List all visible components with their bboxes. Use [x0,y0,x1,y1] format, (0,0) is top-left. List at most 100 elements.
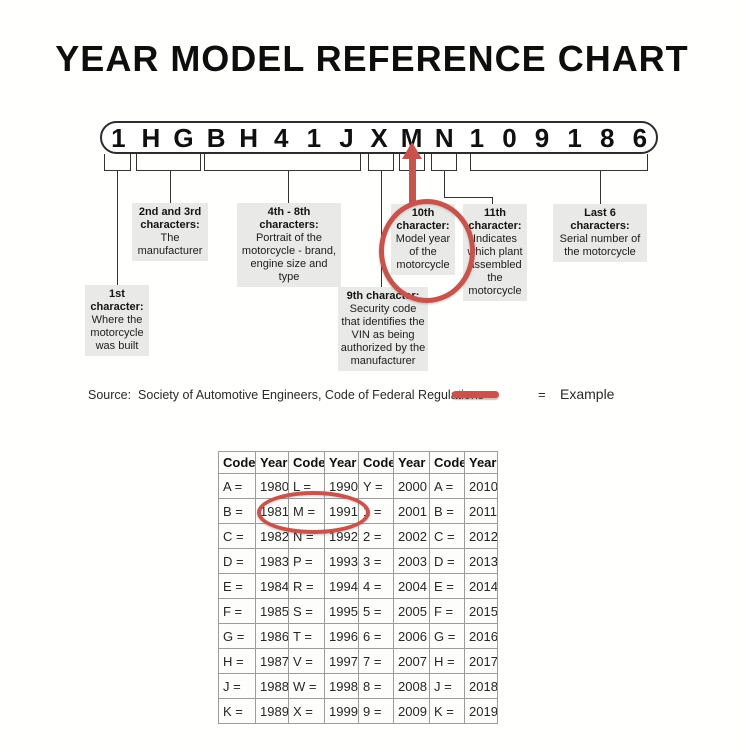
callout-heading: Last 6 characters: [570,207,630,232]
callout-body: Indicates which plant assembled the moto… [467,233,523,297]
vin-character: G [173,122,194,153]
example-circle-table-annotation [257,491,370,534]
legend-example-label: Example [560,386,615,402]
table-cell: 2016 [464,623,498,649]
callout-body: Security code that identifies the VIN as… [340,303,426,367]
table-cell: 1983 [255,548,289,574]
vin-character: H [239,122,259,153]
table-cell: V = [288,648,325,674]
table-cell: Y = [358,473,394,499]
connector-line [444,197,493,198]
table-cell: 1998 [324,673,359,699]
table-cell: F = [429,598,465,624]
table-cell: 1987 [255,648,289,674]
table-row: K = 1989 X = 1999 9 = 2009 K = 2019 [218,698,498,724]
table-cell: 9 = [358,698,394,724]
vin-character: 4 [274,122,289,153]
bracket-char-11 [431,154,457,171]
table-cell: E = [218,573,256,599]
table-cell: A = [218,473,256,499]
callout-heading: 4th - 8th characters: [259,206,319,231]
table-cell: S = [288,598,325,624]
table-cell: P = [288,548,325,574]
table-row: A = 1980 L = 1990 Y = 2000 A = 2010 [218,473,498,499]
vin-character: 8 [599,122,615,153]
vin-character: 9 [534,122,550,153]
table-cell: 7 = [358,648,394,674]
table-cell: 2015 [464,598,498,624]
callout-11th-character: 11th character: Indicates which plant as… [463,204,527,301]
connector-line [170,171,171,203]
table-row: H = 1987 V = 1997 7 = 2007 H = 2017 [218,648,498,674]
table-cell: 3 = [358,548,394,574]
table-cell: K = [218,698,256,724]
table-cell: E = [429,573,465,599]
table-cell: 2017 [464,648,498,674]
table-cell: 2000 [393,473,430,499]
table-row: C = 1982 N = 1992 2 = 2002 C = 2012 [218,523,498,549]
vin-character: 1 [469,122,485,153]
table-cell: C = [218,523,256,549]
table-cell: 2006 [393,623,430,649]
vin-character: H [141,122,161,153]
table-cell: 2005 [393,598,430,624]
bracket-last-6 [470,154,648,171]
table-row: J = 1988 W = 1998 8 = 2008 J = 2018 [218,673,498,699]
column-header: Year [393,451,430,474]
vin-character: J [339,122,354,153]
table-cell: X = [288,698,325,724]
example-arrow-up-icon [402,142,422,159]
vin-character: 1 [567,122,582,153]
callout-2nd-3rd-characters: 2nd and 3rd characters: The manufacturer [132,203,208,261]
column-header: Code [218,451,256,474]
example-circle-annotation [379,199,475,303]
vin-character: 0 [502,122,517,153]
table-cell: D = [429,548,465,574]
table-cell: 1989 [255,698,289,724]
bracket-chars-2-3 [136,154,201,171]
table-cell: 5 = [358,598,394,624]
callout-heading: 11th character: [468,207,522,232]
vin-character: X [370,122,388,153]
table-cell: F = [218,598,256,624]
table-cell: 1980 [255,473,289,499]
vin-character: N [434,122,454,153]
connector-line [117,171,118,285]
callout-heading: 1st character: [90,288,144,313]
vin-character: B [206,122,226,153]
table-cell: 2014 [464,573,498,599]
connector-line [600,171,601,204]
table-cell: C = [429,523,465,549]
table-cell: 2008 [393,673,430,699]
table-cell: 1985 [255,598,289,624]
table-cell: 2018 [464,673,498,699]
source-text: Source: Society of Automotive Engineers,… [88,388,485,402]
table-cell: A = [429,473,465,499]
table-cell: W = [288,673,325,699]
table-cell: D = [218,548,256,574]
table-cell: 2009 [393,698,430,724]
table-row: D = 1983 P = 1993 3 = 2003 D = 2013 [218,548,498,574]
vin-character: 1 [306,122,322,153]
example-arrow-shaft [409,156,416,206]
table-cell: 2004 [393,573,430,599]
table-cell: G = [429,623,465,649]
bracket-chars-4-8 [204,154,361,171]
column-header: Year [255,451,289,474]
callout-4th-8th-characters: 4th - 8th characters: Portrait of the mo… [237,203,341,287]
table-row: F = 1985 S = 1995 5 = 2005 F = 2015 [218,598,498,624]
callout-body: The manufacturer [137,232,203,257]
vin-character: 6 [632,122,648,153]
code-year-table: Code Year Code Year Code Year Code Year A = 1980 L… [218,451,498,724]
table-cell: 8 = [358,673,394,699]
table-cell: 1988 [255,673,289,699]
column-header: Year [324,451,359,474]
table-cell: 1996 [324,623,359,649]
table-cell: 1995 [324,598,359,624]
example-line-swatch-icon [452,391,499,398]
callout-body: Where the motorcycle was built [90,314,144,352]
table-cell: 2013 [464,548,498,574]
table-cell: R = [288,573,325,599]
